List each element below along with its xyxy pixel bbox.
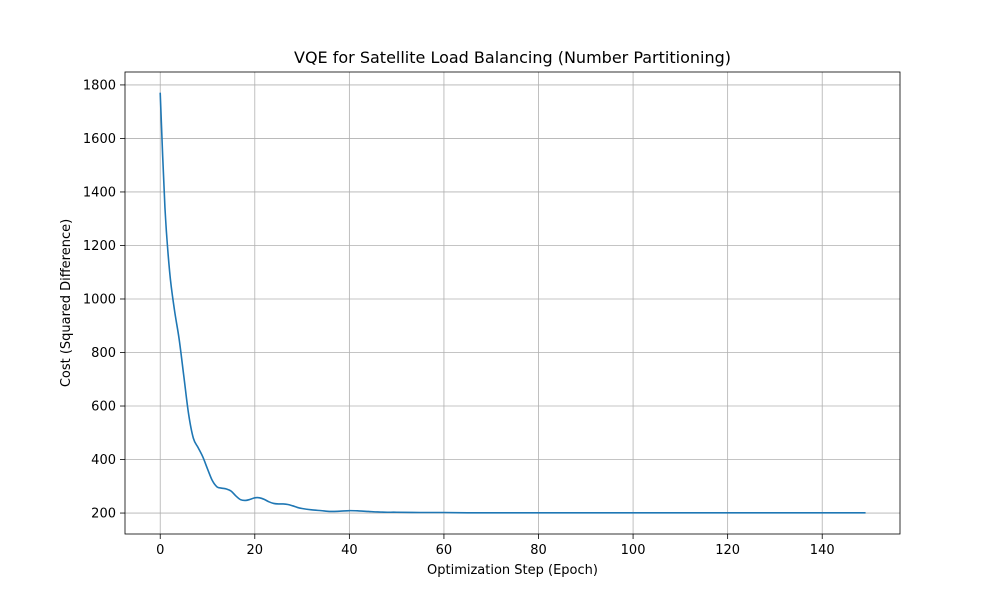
- x-tick-label: 40: [341, 543, 358, 558]
- y-tick-label: 1000: [83, 292, 116, 307]
- y-tick-label: 1800: [83, 78, 116, 93]
- x-tick-label: 80: [530, 543, 547, 558]
- x-axis: 0 20 40 60 80 100 120 140: [156, 534, 835, 558]
- y-axis: 200 400 600 800 1000 1200 1400 1600 1800: [83, 78, 125, 522]
- y-tick-label: 600: [91, 400, 116, 415]
- x-tick-label: 20: [247, 543, 264, 558]
- y-tick-label: 1600: [83, 132, 116, 147]
- y-tick-label: 400: [91, 453, 116, 468]
- x-tick-label: 60: [436, 543, 453, 558]
- y-tick-label: 200: [91, 507, 116, 522]
- grid: [125, 72, 900, 534]
- series-group: [159, 92, 866, 514]
- x-axis-label: Optimization Step (Epoch): [427, 563, 598, 578]
- x-tick-label: 120: [715, 543, 740, 558]
- chart-title: VQE for Satellite Load Balancing (Number…: [294, 48, 731, 67]
- x-tick-label: 100: [621, 543, 646, 558]
- y-axis-label: Cost (Squared Difference): [59, 219, 74, 387]
- series-line-0: [159, 92, 866, 514]
- plot-area-frame: [124, 71, 901, 535]
- y-tick-label: 1200: [83, 239, 116, 254]
- x-tick-label: 140: [810, 543, 835, 558]
- y-tick-label: 1400: [83, 185, 116, 200]
- x-tick-label: 0: [156, 543, 164, 558]
- y-tick-label: 800: [91, 346, 116, 361]
